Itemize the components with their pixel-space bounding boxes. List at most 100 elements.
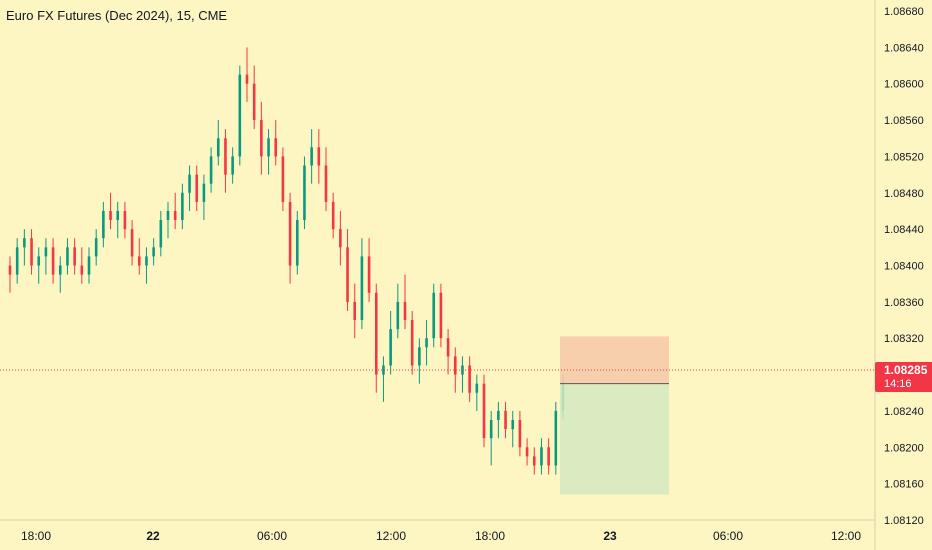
candle-body <box>439 292 443 339</box>
candle-body <box>109 210 112 221</box>
candle-body <box>303 165 306 221</box>
candle-body <box>30 238 33 266</box>
y-tick-label: 1.08160 <box>884 479 924 491</box>
candle-body <box>497 410 500 421</box>
y-tick-label: 1.08680 <box>884 6 924 18</box>
candle-body <box>224 138 227 175</box>
candle-body <box>58 265 62 275</box>
candle-body <box>37 256 41 266</box>
y-tick-label: 1.08360 <box>884 297 924 309</box>
candle-body <box>511 420 515 430</box>
candle-body <box>489 420 493 439</box>
candle-body <box>66 247 69 266</box>
take-profit-zone <box>560 383 669 495</box>
y-tick-label: 1.08560 <box>884 115 924 127</box>
candle-body <box>475 383 479 393</box>
candle-body <box>346 247 349 302</box>
candle-body <box>44 247 48 257</box>
y-tick-label: 1.08120 <box>884 515 924 527</box>
bar-countdown: 14:16 <box>884 378 912 390</box>
x-tick-label: 18:00 <box>475 529 505 543</box>
candle-body <box>295 220 299 266</box>
candle-body <box>360 256 364 321</box>
candle-body <box>15 247 19 275</box>
candle-body <box>181 192 184 221</box>
candle-body <box>446 338 450 357</box>
candle-body <box>540 447 543 466</box>
candle-body <box>425 338 428 348</box>
candle-body <box>209 156 213 184</box>
candle-body <box>403 301 407 321</box>
candle-body <box>554 410 558 466</box>
candle-body <box>353 301 357 321</box>
candle-body <box>260 120 263 157</box>
x-tick-label: 22 <box>146 529 160 543</box>
candle-body <box>202 183 206 202</box>
current-price-tag: 1.08285 14:16 <box>875 362 932 392</box>
candle-body <box>137 256 141 266</box>
chart-title: Euro FX Futures (Dec 2024), 15, CME <box>6 8 228 23</box>
candle-body <box>382 365 385 375</box>
y-tick-label: 1.08520 <box>884 151 924 163</box>
x-tick-label: 23 <box>603 529 617 543</box>
x-tick-label: 12:00 <box>831 529 861 543</box>
current-price-label: 1.08285 <box>884 363 928 377</box>
candle-body <box>238 74 242 157</box>
y-tick-label: 1.08200 <box>884 442 924 454</box>
candle-body <box>51 247 55 275</box>
candle-body <box>267 138 270 157</box>
candle-body <box>73 247 76 266</box>
candle-body <box>389 329 392 366</box>
x-tick-label: 06:00 <box>713 529 743 543</box>
y-tick-label: 1.08480 <box>884 188 924 200</box>
candle-body <box>116 210 120 221</box>
y-tick-label: 1.08440 <box>884 224 924 236</box>
x-tick-label: 06:00 <box>257 529 287 543</box>
candle-body <box>504 410 507 430</box>
x-tick-label: 18:00 <box>21 529 51 543</box>
candle-body <box>152 247 155 257</box>
candle-body <box>80 265 84 275</box>
candle-body <box>288 201 292 266</box>
candle-body <box>274 138 278 157</box>
candle-body <box>173 210 177 221</box>
candle-body <box>532 456 536 466</box>
candle-body <box>130 229 134 257</box>
x-tick-label: 12:00 <box>376 529 406 543</box>
candle-body <box>231 156 234 175</box>
candle-body <box>525 447 529 457</box>
candle-body <box>418 347 421 366</box>
candle-body <box>102 210 105 239</box>
candle-body <box>166 210 170 221</box>
candle-body <box>339 229 342 248</box>
y-tick-label: 1.08400 <box>884 261 924 273</box>
candle-body <box>547 447 550 466</box>
candle-body <box>188 174 191 193</box>
candle-body <box>331 201 335 230</box>
candle-body <box>324 165 328 202</box>
candle-body <box>145 256 148 266</box>
candle-body <box>453 356 457 375</box>
candle-body <box>396 301 400 330</box>
candle-body <box>94 238 98 257</box>
y-tick-label: 1.08600 <box>884 79 924 91</box>
candle-body <box>281 156 285 202</box>
candle-body <box>195 174 199 202</box>
y-tick-label: 1.08240 <box>884 406 924 418</box>
y-tick-label: 1.08320 <box>884 333 924 345</box>
candle-body <box>310 147 313 166</box>
candle-body <box>23 238 26 248</box>
y-tick-label: 1.08640 <box>884 42 924 54</box>
candle-body <box>87 256 91 275</box>
candle-body <box>482 383 486 439</box>
candle-body <box>410 320 414 366</box>
candle-body <box>8 265 12 275</box>
candle-body <box>468 365 471 393</box>
candle-body <box>367 256 371 293</box>
candle-body <box>317 147 321 166</box>
stop-loss-zone <box>560 336 669 384</box>
candle-body <box>159 220 163 248</box>
candle-body <box>252 83 256 121</box>
